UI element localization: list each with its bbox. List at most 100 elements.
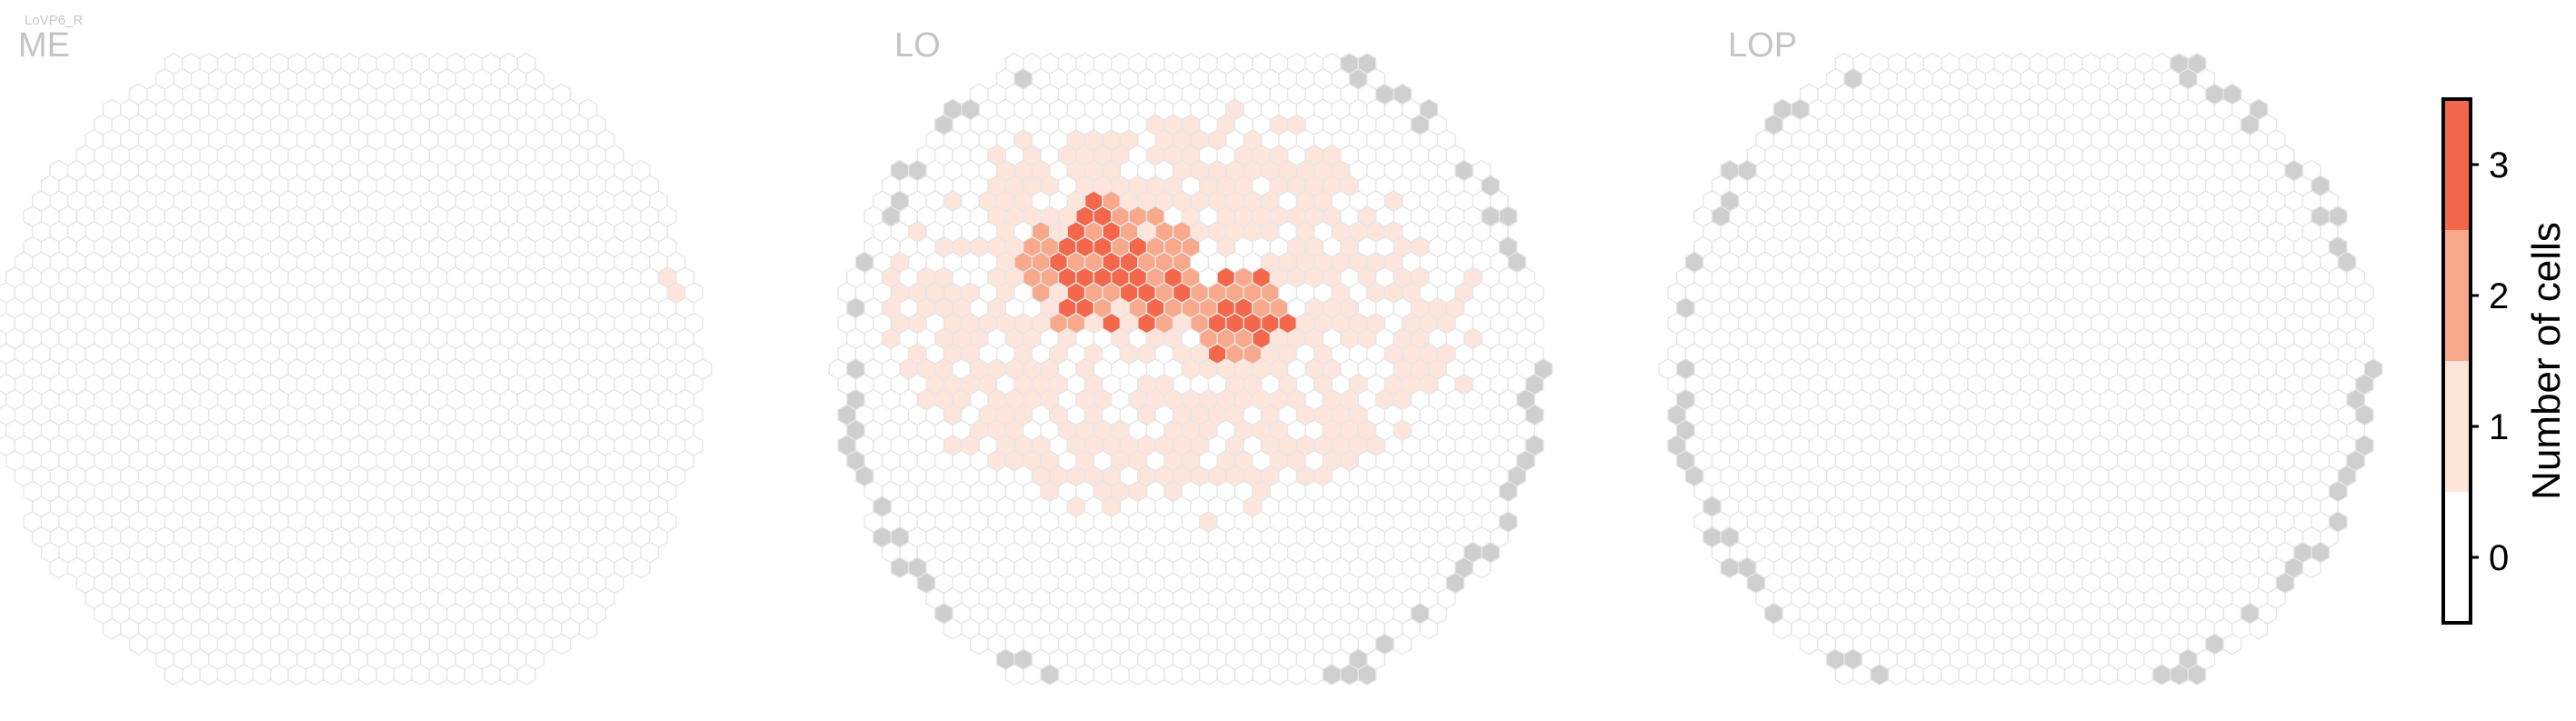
lo-hex-cell — [1393, 633, 1413, 656]
me-hex-cell — [199, 663, 219, 686]
colorbar-tick-label-3: 3 — [2489, 145, 2509, 185]
lo-hex-cell — [1233, 663, 1253, 686]
lop-hex-cell — [2249, 617, 2269, 640]
cell-type-label: LoVP6_R — [25, 13, 83, 28]
colorbar-segment-2 — [2443, 230, 2471, 361]
panel-lop: LOP — [1658, 26, 2383, 686]
lop-hex-cell — [1870, 663, 1890, 686]
lo-hex-cell — [1216, 663, 1236, 686]
lop-hex-cell — [1940, 663, 1960, 686]
me-hex-cell — [49, 556, 69, 579]
lo-hex-cell — [1075, 663, 1095, 686]
colorbar-tick-label-0: 0 — [2489, 538, 2509, 578]
lo-hex-cell — [1322, 663, 1342, 686]
lo-hex-cell — [969, 633, 989, 656]
lop-hex-cell — [1887, 663, 1907, 686]
colorbar-tick-label-2: 2 — [2489, 276, 2509, 316]
lo-hex-cell — [1163, 663, 1183, 686]
lop-hex-cell — [1922, 663, 1942, 686]
lo-hex-cell — [1057, 663, 1077, 686]
me-hex-cell — [102, 617, 122, 640]
lop-hex-cell — [1905, 663, 1925, 686]
panel-me: ME — [0, 26, 713, 686]
panel-title-me: ME — [18, 26, 70, 65]
lop-hex-cell — [2099, 663, 2119, 686]
me-hex-cell — [181, 663, 201, 686]
me-hex-cell — [128, 633, 148, 656]
me-hex-cell — [428, 663, 448, 686]
lo-hex-cell — [1022, 663, 1042, 686]
me-hex-cell — [323, 663, 342, 686]
lop-hex-cell — [1834, 663, 1854, 686]
me-hex-cell — [499, 663, 518, 686]
lo-hex-cell — [1198, 663, 1218, 686]
lop-hex-cell — [1993, 663, 2013, 686]
lo-hex-cell — [1181, 663, 1201, 686]
me-hex-cell — [164, 663, 184, 686]
lo-hex-cell — [1340, 663, 1360, 686]
me-hex-cell — [340, 663, 360, 686]
colorbar-segment-3 — [2443, 99, 2471, 230]
lo-hex-cell — [1040, 663, 1060, 686]
lop-hex-cell — [2082, 663, 2102, 686]
colorbar-axis-label: Number of cells — [2524, 222, 2569, 500]
lo-hex-cell — [943, 617, 963, 640]
me-hex-cell — [375, 663, 395, 686]
lop-hex-cell — [2063, 663, 2083, 686]
me-hex-cell — [358, 663, 377, 686]
colorbar: 3 2 1 0 Number of cells — [2441, 97, 2569, 625]
me-hex-cell — [252, 663, 272, 686]
lo-hex-cell — [1110, 663, 1130, 686]
lo-hex-cell — [1304, 663, 1324, 686]
hex-grid-me — [0, 52, 713, 686]
me-hex-cell — [287, 663, 307, 686]
lo-hex-cell — [1269, 663, 1289, 686]
colorbar-segment-0 — [2443, 492, 2471, 623]
me-hex-cell — [216, 663, 236, 686]
colorbar-tick-label-1: 1 — [2489, 407, 2509, 447]
lop-hex-cell — [2134, 663, 2154, 686]
me-hex-cell — [464, 663, 484, 686]
panel-lo: LO — [828, 26, 1553, 686]
colorbar-frame — [2441, 97, 2472, 625]
me-hex-cell — [552, 633, 572, 656]
lo-hex-cell — [1252, 663, 1272, 686]
lo-hex-cell — [1128, 663, 1148, 686]
lop-hex-cell — [2170, 663, 2190, 686]
me-hex-cell — [516, 663, 536, 686]
me-hex-cell — [305, 663, 324, 686]
lop-hex-cell — [2116, 663, 2136, 686]
hex-grid-lo — [828, 52, 1553, 686]
me-hex-cell — [235, 663, 254, 686]
colorbar-segment-1 — [2443, 361, 2471, 492]
lo-hex-cell — [1419, 617, 1439, 640]
me-hex-cell — [393, 663, 413, 686]
lop-hex-cell — [2187, 663, 2207, 686]
lop-hex-cell — [1720, 556, 1740, 579]
lop-hex-cell — [2028, 663, 2048, 686]
lo-hex-cell — [1357, 663, 1377, 686]
lop-hex-cell — [1772, 617, 1792, 640]
me-hex-cell — [411, 663, 430, 686]
lo-hex-cell — [1145, 663, 1165, 686]
lo-hex-cell — [1286, 663, 1306, 686]
lop-hex-cell — [1852, 663, 1872, 686]
lop-hex-cell — [2046, 663, 2066, 686]
lo-hex-cell — [890, 556, 910, 579]
lop-hex-cell — [2301, 556, 2321, 579]
lop-hex-cell — [2222, 633, 2242, 656]
me-hex-cell — [446, 663, 465, 686]
lo-hex-cell — [1093, 663, 1113, 686]
me-hex-cell — [578, 617, 598, 640]
lo-hex-cell — [1004, 663, 1024, 686]
lop-hex-cell — [1799, 633, 1819, 656]
lop-hex-cell — [2011, 663, 2031, 686]
lop-hex-cell — [2152, 663, 2172, 686]
lop-hex-cell — [1958, 663, 1978, 686]
me-hex-cell — [270, 663, 289, 686]
me-hex-cell — [481, 663, 501, 686]
lop-hex-cell — [1975, 663, 1995, 686]
lo-hex-cell — [1472, 556, 1492, 579]
me-hex-cell — [631, 556, 651, 579]
